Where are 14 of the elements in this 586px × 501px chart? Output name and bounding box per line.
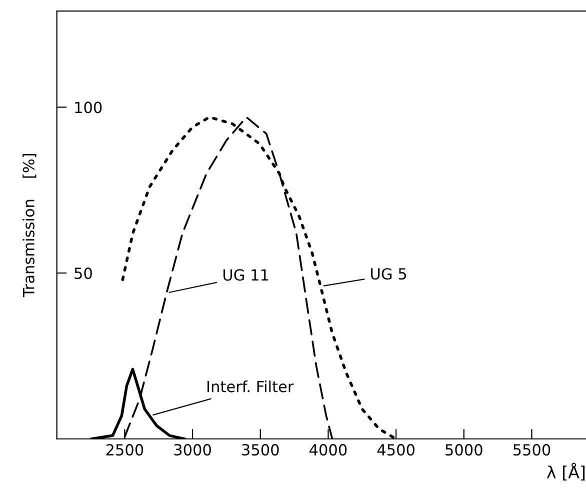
x-tick-label: 4500 [377, 444, 414, 456]
y-tick-label: 50 [74, 268, 92, 280]
x-tick-label: 5500 [513, 444, 550, 456]
y-axis-title: Transmission [%] [22, 154, 36, 298]
annotation: UG 5 [371, 268, 406, 280]
x-axis-title: λ [Å] [546, 462, 585, 480]
annotation: Interf. Filter [208, 380, 294, 392]
x-tick-label: 3000 [174, 444, 211, 456]
x-tick-label: 4000 [310, 444, 347, 456]
x-tick-label: 5000 [446, 444, 482, 456]
x-tick-label: 2500 [106, 444, 144, 456]
annotation: UG 11 [223, 269, 268, 281]
x-tick-label: 3500 [242, 444, 279, 456]
y-tick-label: 100 [75, 102, 102, 114]
